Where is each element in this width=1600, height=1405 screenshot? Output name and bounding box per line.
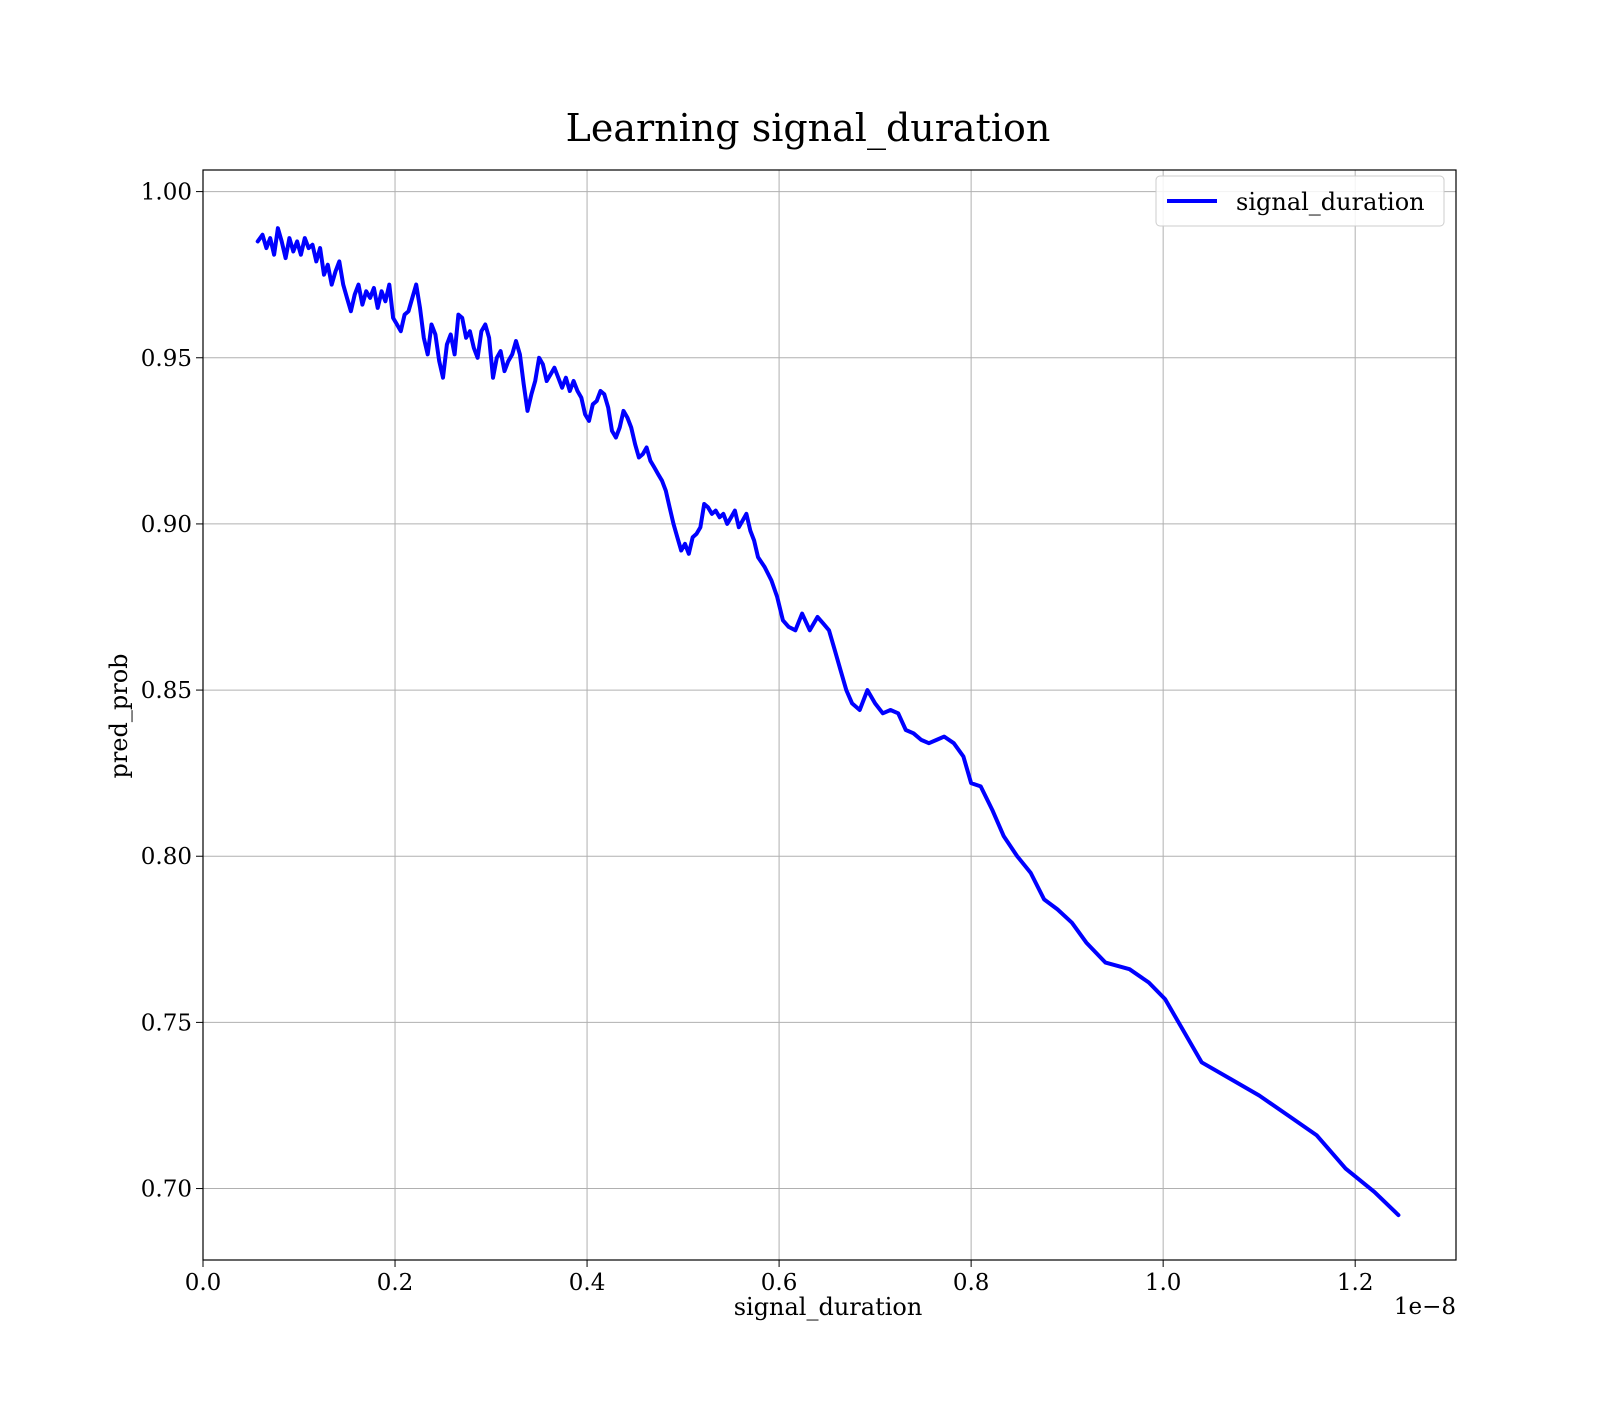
- x-tick-label: 0.6: [761, 1270, 798, 1296]
- x-axis-offset-label: 1e−8: [1394, 1294, 1456, 1320]
- series-line-0: [255, 226, 1401, 1218]
- y-tick-label: 0.80: [141, 844, 192, 870]
- plot-frame: [202, 169, 1457, 1261]
- y-tick-label: 0.75: [141, 1010, 192, 1036]
- x-tick-label: 0.0: [185, 1270, 222, 1296]
- x-tick-label: 1.0: [1145, 1270, 1182, 1296]
- y-tick-label: 1.00: [141, 180, 192, 206]
- y-tick-label: 0.95: [141, 346, 192, 372]
- x-tick-label: 0.8: [953, 1270, 990, 1296]
- legend: signal_duration: [1155, 175, 1445, 227]
- y-tick-label: 0.70: [141, 1177, 192, 1203]
- x-tick-label: 0.2: [377, 1270, 414, 1296]
- x-tick-label: 0.4: [569, 1270, 606, 1296]
- series-layer: [255, 226, 1401, 1218]
- legend-label: signal_duration: [1236, 188, 1425, 216]
- y-tick-label: 0.90: [141, 512, 192, 538]
- legend-box: [1155, 175, 1445, 227]
- x-axis-label: signal_duration: [734, 1293, 923, 1321]
- chart-title: Learning signal_duration: [566, 106, 1051, 151]
- y-tick-label: 0.85: [141, 678, 192, 704]
- x-tick-label: 1.2: [1337, 1270, 1374, 1296]
- grid: [202, 170, 1456, 1260]
- y-axis-label: pred_prob: [105, 653, 133, 778]
- axis-ticks: 0.0 0.2 0.4 0.6 0.8 1.0 1.2 0.70 0.75 0.80 0.85 0.9…: [141, 180, 1374, 1296]
